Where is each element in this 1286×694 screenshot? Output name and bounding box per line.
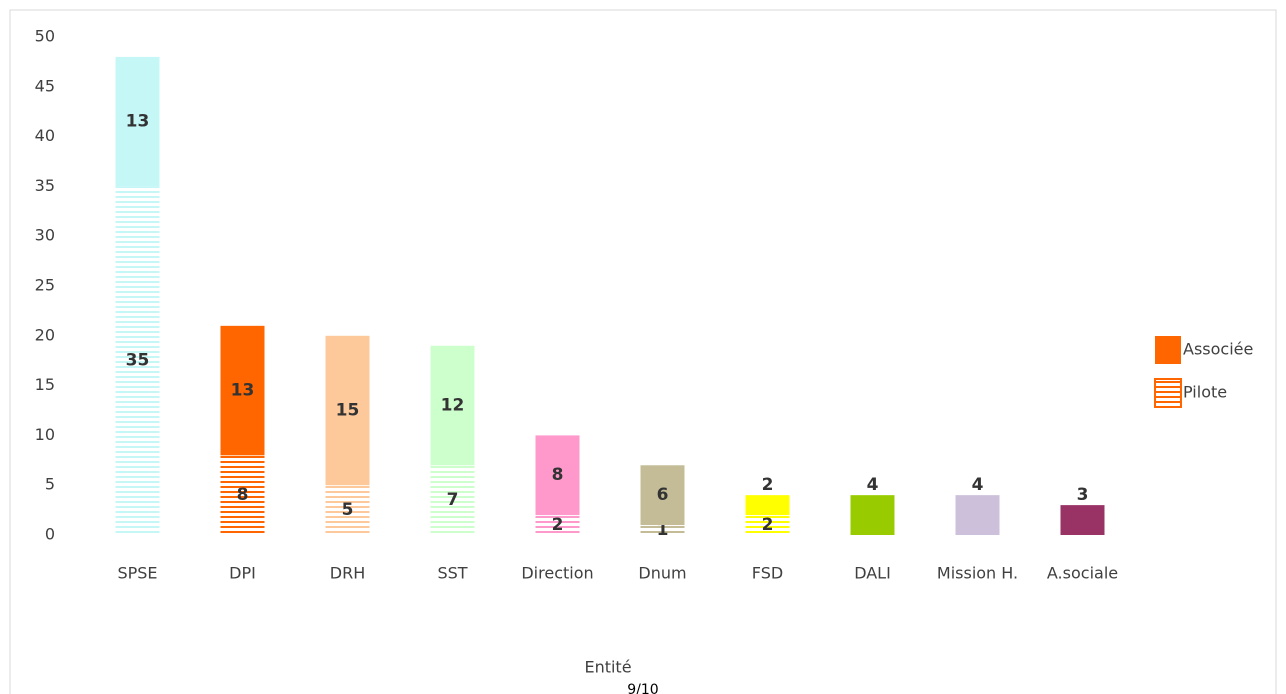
bar-segment: [850, 495, 895, 535]
bar-segment: [430, 345, 475, 466]
bar-segment: [325, 485, 370, 535]
data-label: 6: [657, 485, 669, 505]
bar-segment: [220, 455, 265, 535]
data-label: 12: [441, 396, 465, 416]
data-label: 2: [762, 515, 774, 535]
data-label: 5: [342, 500, 354, 520]
data-label: 13: [231, 381, 255, 401]
x-tick-label: DRH: [330, 564, 365, 583]
x-tick-label: DALI: [854, 564, 891, 583]
y-tick-label: 10: [35, 425, 55, 444]
bar-segment: [115, 186, 160, 535]
data-label: 1: [657, 520, 669, 540]
y-tick-label: 0: [45, 525, 55, 544]
legend-label: Associée: [1183, 340, 1253, 359]
legend-swatch: [1154, 378, 1182, 408]
legend-swatch: [1155, 336, 1181, 364]
y-tick-label: 40: [35, 126, 55, 145]
bar-segment: [535, 515, 580, 535]
y-tick-label: 45: [35, 76, 55, 95]
x-tick-label: SPSE: [117, 564, 157, 583]
x-tick-label: Direction: [521, 564, 593, 583]
y-tick-label: 5: [45, 475, 55, 494]
bar-segment: [535, 435, 580, 516]
y-tick-label: 35: [35, 176, 55, 195]
data-label: 13: [126, 112, 150, 132]
data-label: 4: [867, 475, 879, 495]
chart-frame: [9, 9, 1277, 694]
bar-segment: [115, 56, 160, 187]
bar-segment: [745, 515, 790, 535]
bar-segment: [745, 495, 790, 516]
x-axis-title: Entité: [584, 658, 631, 677]
bar-segment: [325, 335, 370, 486]
y-tick-label: 15: [35, 375, 55, 394]
bar-segment: [1060, 505, 1105, 535]
x-tick-label: A.sociale: [1047, 564, 1118, 583]
data-label: 35: [126, 351, 150, 371]
bar-segment: [640, 525, 685, 535]
data-label: 4: [972, 475, 984, 495]
y-tick-label: 50: [35, 27, 55, 46]
data-label: 3: [1077, 485, 1089, 505]
x-tick-label: DPI: [229, 564, 256, 583]
bar-segment: [640, 465, 685, 526]
y-tick-label: 30: [35, 226, 55, 245]
data-label: 8: [552, 465, 564, 485]
x-tick-label: Mission H.: [937, 564, 1018, 583]
data-label: 7: [447, 490, 459, 510]
bar-segment: [955, 495, 1000, 535]
page-number: 9/10: [627, 682, 658, 694]
bar-segment: [430, 465, 475, 535]
x-tick-label: SST: [437, 564, 467, 583]
y-tick-label: 25: [35, 276, 55, 295]
bar-segment: [220, 325, 265, 456]
data-label: 8: [237, 485, 249, 505]
data-label: 15: [336, 401, 360, 421]
x-tick-label: Dnum: [638, 564, 686, 583]
data-label: 2: [762, 475, 774, 495]
y-tick-label: 20: [35, 325, 55, 344]
data-label: 2: [552, 515, 564, 535]
x-tick-label: FSD: [752, 564, 783, 583]
legend-label: Pilote: [1183, 383, 1227, 402]
